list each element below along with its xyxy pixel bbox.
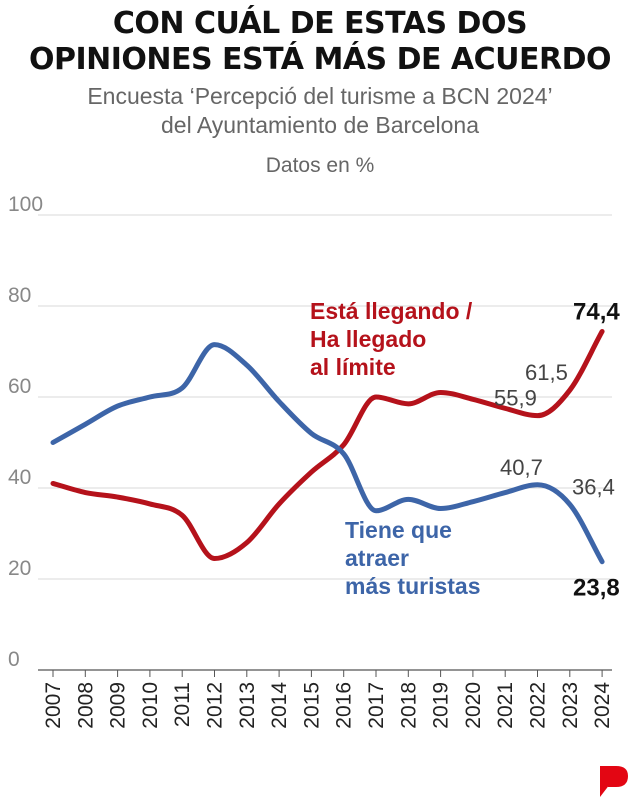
x-tick-label: 2016 xyxy=(333,682,356,729)
data-label: 61,5 xyxy=(525,360,568,385)
series-label: Está llegando / xyxy=(310,298,473,324)
x-tick-label: 2009 xyxy=(107,682,130,729)
unit-label: Datos en % xyxy=(265,154,375,177)
series-label: al límite xyxy=(310,354,396,380)
x-tick-label: 2022 xyxy=(527,682,550,729)
chart-subtitle-line-2: del Ayuntamiento de Barcelona xyxy=(161,112,479,138)
attract-tourists-series-line xyxy=(50,342,605,565)
series-label: Tiene que xyxy=(345,517,452,543)
series-label: atraer xyxy=(345,545,409,571)
data-label: 36,4 xyxy=(572,474,615,499)
x-tick-label: 2019 xyxy=(430,682,453,729)
data-label: 23,8 xyxy=(573,575,620,602)
x-tick-label: 2011 xyxy=(171,682,194,727)
y-tick-label: 20 xyxy=(8,557,31,580)
x-tick-label: 2024 xyxy=(591,682,614,729)
x-tick-label: 2013 xyxy=(236,682,259,729)
series-label: más turistas xyxy=(345,573,481,599)
x-tick-label: 2010 xyxy=(139,682,162,729)
chart-title-line-2: OPINIONES ESTÁ MÁS DE ACUERDO xyxy=(28,42,612,77)
x-tick-label: 2015 xyxy=(300,682,323,729)
y-tick-label: 100 xyxy=(8,193,43,216)
limit-series-line xyxy=(50,328,605,562)
series-label: Ha llegado xyxy=(310,326,426,352)
y-tick-label: 0 xyxy=(8,648,20,671)
x-tick-label: 2017 xyxy=(365,682,388,729)
data-label: 40,7 xyxy=(500,455,543,480)
chart-subtitle-line-1: Encuesta ‘Percepció del turisme a BCN 20… xyxy=(87,83,553,109)
data-label: 74,4 xyxy=(573,298,620,325)
x-tick-label: 2018 xyxy=(397,682,420,729)
x-tick-label: 2023 xyxy=(559,682,582,729)
x-tick-label: 2014 xyxy=(268,682,291,729)
x-tick-label: 2007 xyxy=(42,682,65,729)
chart-title-line-1: CON CUÁL DE ESTAS DOS xyxy=(112,6,528,41)
x-tick-label: 2012 xyxy=(204,682,227,729)
y-tick-label: 80 xyxy=(8,284,31,307)
x-tick-label: 2008 xyxy=(74,682,97,729)
x-tick-label: 2021 xyxy=(494,682,517,729)
logo-mark xyxy=(600,766,610,797)
periodico-logo: P xyxy=(600,766,628,797)
data-label: 55,9 xyxy=(494,386,537,411)
y-tick-label: 60 xyxy=(8,375,31,398)
x-tick-label: 2020 xyxy=(462,682,485,729)
y-tick-label: 40 xyxy=(8,466,31,489)
logo-bowl xyxy=(608,766,628,787)
